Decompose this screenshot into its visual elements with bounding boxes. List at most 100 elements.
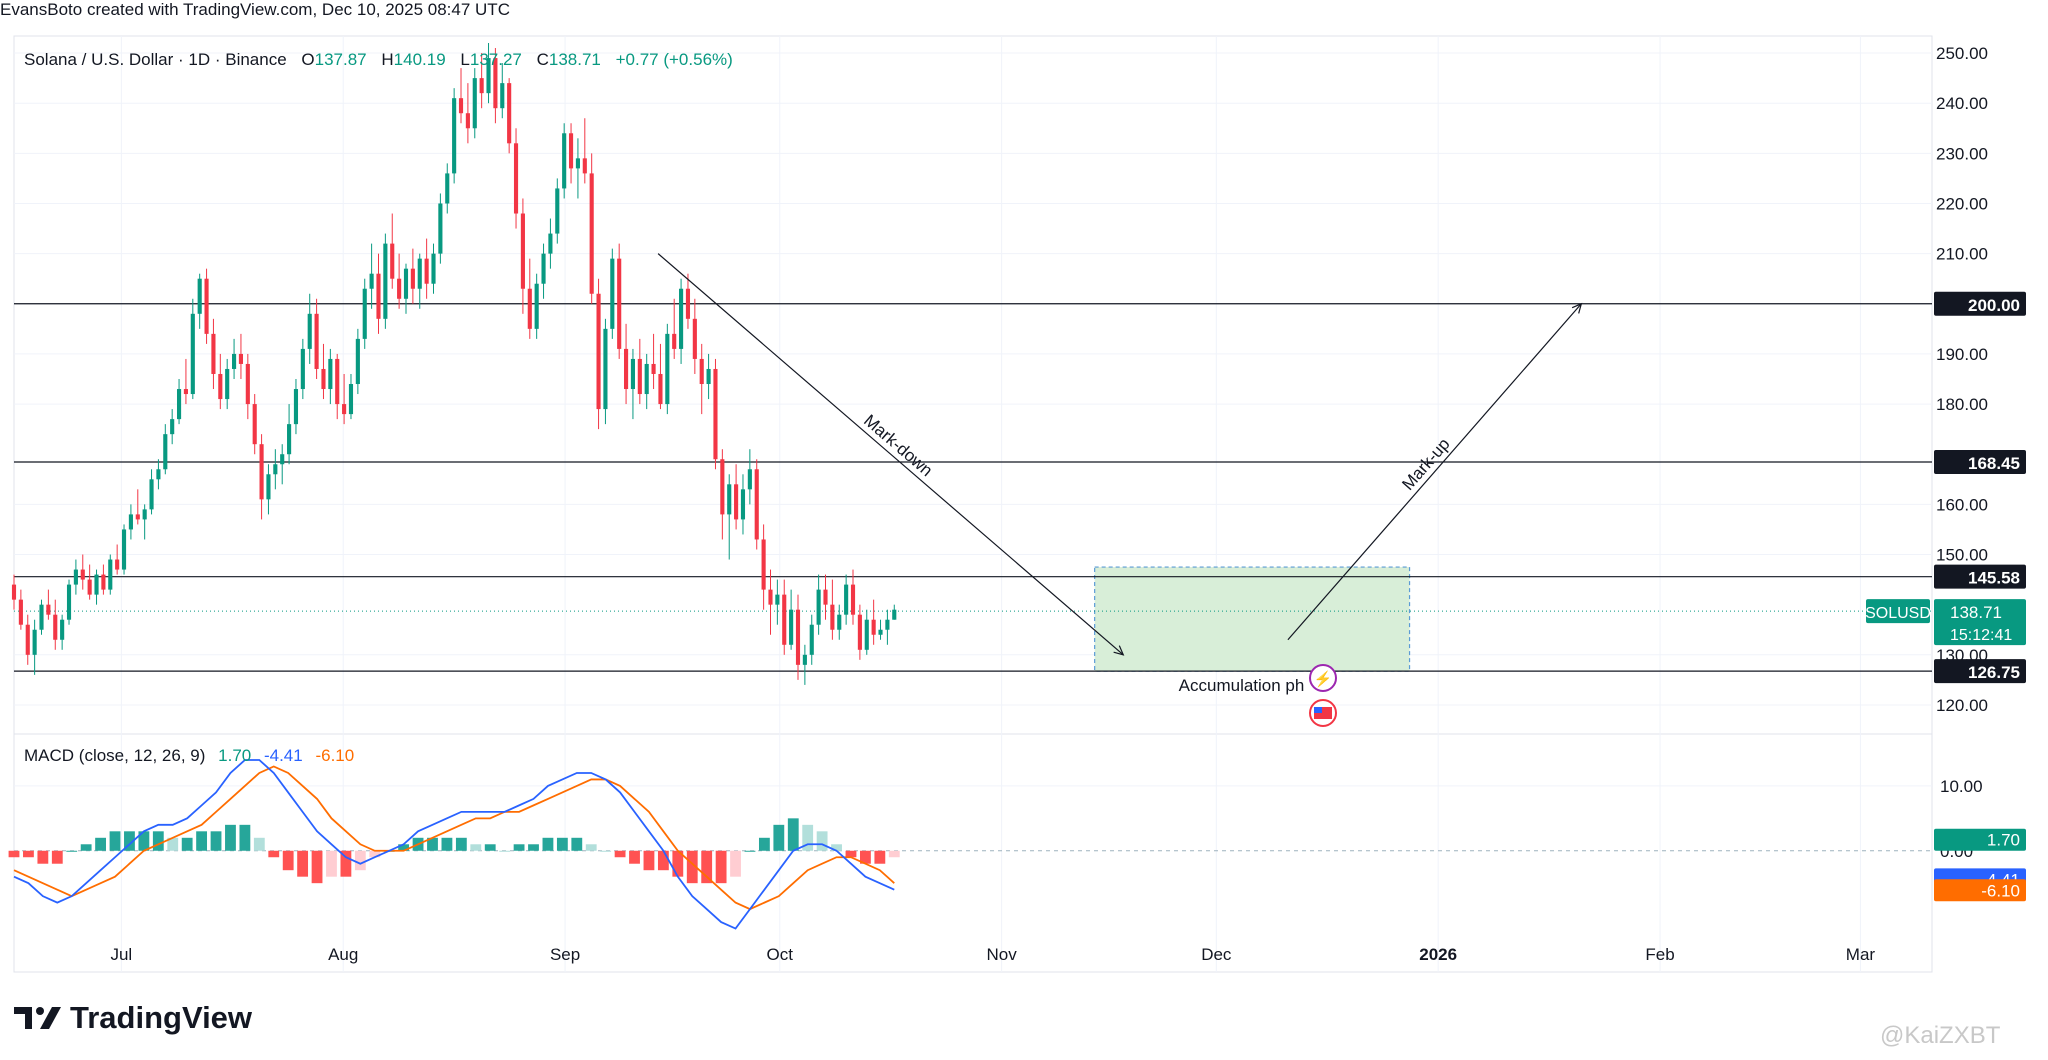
candle-body[interactable] [568, 133, 574, 169]
candle-body[interactable] [507, 83, 512, 144]
candle-body[interactable] [575, 158, 580, 169]
candle-body[interactable] [342, 404, 347, 415]
candle-body[interactable] [837, 614, 842, 630]
accumulation-box[interactable] [1094, 566, 1411, 672]
candle-body[interactable] [644, 363, 649, 395]
candle-body[interactable] [18, 599, 23, 625]
candle-body[interactable] [94, 574, 99, 595]
candle-body[interactable] [555, 188, 560, 234]
candle-body[interactable] [720, 459, 725, 515]
candle-body[interactable] [617, 258, 622, 349]
candle-body[interactable] [53, 614, 58, 640]
candle-body[interactable] [307, 313, 312, 349]
candle-body[interactable] [80, 569, 85, 580]
candle-body[interactable] [816, 589, 821, 625]
candle-body[interactable] [383, 243, 388, 319]
candle-body[interactable] [548, 233, 553, 254]
candle-body[interactable] [101, 574, 106, 590]
candle-body[interactable] [156, 469, 161, 480]
candle-body[interactable] [562, 133, 567, 189]
candle-body[interactable] [630, 358, 636, 390]
candle-body[interactable] [699, 358, 704, 385]
candle-body[interactable] [734, 484, 739, 520]
candle-body[interactable] [266, 474, 271, 500]
candle-body[interactable] [321, 368, 326, 390]
candle-body[interactable] [170, 419, 175, 435]
candle-body[interactable] [637, 358, 642, 395]
candle-body[interactable] [66, 584, 72, 620]
candle-body[interactable] [479, 78, 484, 94]
candle-body[interactable] [754, 469, 759, 540]
candle-body[interactable] [541, 253, 546, 284]
candle-body[interactable] [885, 619, 890, 630]
candle-body[interactable] [46, 604, 51, 615]
candle-body[interactable] [452, 98, 457, 174]
candle-body[interactable] [713, 368, 718, 460]
candle-body[interactable] [348, 384, 354, 415]
candle-body[interactable] [397, 278, 402, 299]
candle-body[interactable] [225, 368, 230, 400]
candle-body[interactable] [128, 514, 133, 530]
candle-body[interactable] [183, 389, 188, 395]
lightning-event-icon[interactable] [1309, 664, 1337, 692]
markup-arrow-line[interactable] [1287, 303, 1582, 641]
candle-body[interactable] [520, 213, 525, 289]
candle-body[interactable] [149, 479, 154, 510]
candle-body[interactable] [259, 444, 264, 500]
candle-body[interactable] [424, 258, 429, 284]
candle-body[interactable] [692, 318, 697, 359]
candle-body[interactable] [163, 434, 168, 470]
candle-body[interactable] [410, 268, 415, 289]
candle-body[interactable] [142, 509, 147, 520]
candle-body[interactable] [403, 268, 409, 299]
candle-body[interactable] [25, 624, 30, 655]
candle-body[interactable] [775, 594, 780, 605]
candle-body[interactable] [300, 348, 305, 390]
candle-body[interactable] [218, 373, 223, 400]
candle-body[interactable] [369, 273, 374, 289]
candle-body[interactable] [651, 363, 656, 374]
candle-body[interactable] [672, 333, 677, 349]
candle-body[interactable] [534, 283, 539, 329]
candle-body[interactable] [121, 529, 127, 570]
candle-body[interactable] [115, 559, 120, 570]
candle-body[interactable] [740, 489, 746, 520]
candle-body[interactable] [658, 373, 663, 405]
candle-body[interactable] [60, 619, 65, 640]
candle-body[interactable] [665, 333, 670, 405]
candle-body[interactable] [857, 614, 862, 650]
candle-body[interactable] [789, 609, 794, 645]
candle-body[interactable] [87, 579, 92, 595]
candle-body[interactable] [679, 288, 684, 349]
candle-body[interactable] [823, 589, 828, 605]
candle-body[interactable] [864, 619, 869, 650]
candle-body[interactable] [273, 464, 278, 475]
candle-body[interactable] [850, 584, 856, 615]
candle-body[interactable] [458, 98, 464, 114]
candle-body[interactable] [108, 559, 113, 590]
candle-body[interactable] [438, 203, 443, 254]
candle-body[interactable] [610, 258, 615, 329]
candle-body[interactable] [892, 609, 897, 620]
candle-body[interactable] [362, 288, 367, 339]
candle-body[interactable] [685, 288, 691, 319]
candle-body[interactable] [287, 424, 292, 455]
candle-body[interactable] [232, 353, 237, 369]
candle-body[interactable] [335, 358, 340, 405]
candle-body[interactable] [417, 258, 422, 289]
candle-body[interactable] [472, 78, 477, 129]
candle-body[interactable] [176, 389, 182, 420]
candle-body[interactable] [390, 243, 395, 279]
candle-body[interactable] [245, 363, 250, 405]
candle-body[interactable] [747, 469, 752, 490]
candle-body[interactable] [355, 338, 360, 385]
candle-body[interactable] [513, 143, 519, 214]
candle-body[interactable] [878, 629, 883, 635]
candle-body[interactable] [376, 273, 381, 319]
candle-body[interactable] [500, 83, 505, 109]
tradingview-logo[interactable]: TradingView [14, 1000, 252, 1036]
candle-body[interactable] [190, 313, 195, 395]
candle-body[interactable] [32, 629, 37, 655]
candle-body[interactable] [465, 113, 470, 129]
candle-body[interactable] [445, 173, 450, 204]
